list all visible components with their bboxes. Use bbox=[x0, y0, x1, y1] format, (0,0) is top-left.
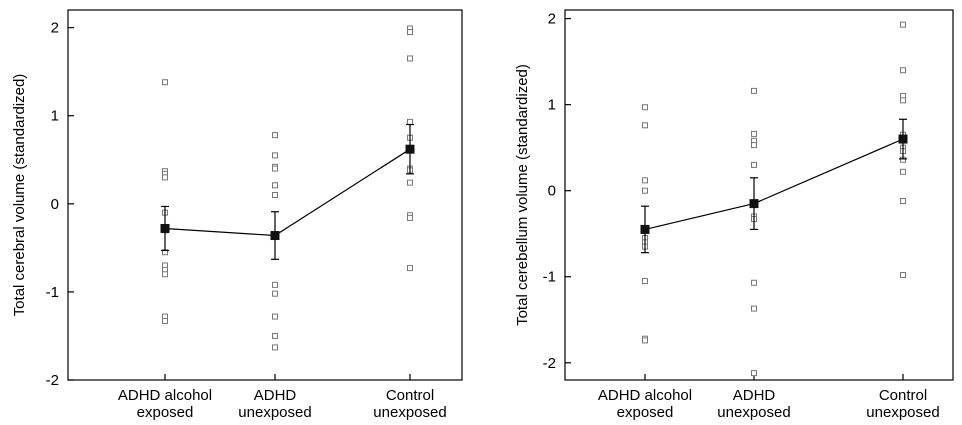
data-point bbox=[751, 87, 757, 94]
data-point bbox=[642, 187, 648, 194]
data-point bbox=[900, 67, 906, 74]
data-point bbox=[272, 152, 278, 159]
x-category-label: exposed bbox=[137, 404, 194, 421]
y-tick-label: -2 bbox=[46, 372, 59, 389]
x-category-label: ADHD alcohol bbox=[598, 387, 692, 404]
x-category-label: ADHD bbox=[254, 387, 297, 404]
plot-frame bbox=[564, 9, 954, 381]
y-tick-label: -2 bbox=[543, 355, 556, 372]
data-point bbox=[272, 132, 278, 139]
y-axis-title: Total cerebellum volume (standardized) bbox=[514, 64, 531, 326]
data-point bbox=[407, 118, 413, 125]
data-point bbox=[900, 168, 906, 175]
x-category-label: unexposed bbox=[238, 404, 311, 421]
mean-line bbox=[164, 148, 411, 237]
data-point bbox=[642, 337, 648, 344]
y-tick-label: 2 bbox=[548, 11, 556, 28]
data-point bbox=[162, 317, 168, 324]
x-category-label: Control bbox=[386, 387, 434, 404]
data-point bbox=[751, 370, 757, 377]
plot-frame bbox=[67, 9, 463, 381]
x-category-label: unexposed bbox=[373, 404, 446, 421]
data-point bbox=[642, 278, 648, 285]
x-category-label: ADHD alcohol bbox=[118, 387, 212, 404]
x-category-label: ADHD bbox=[733, 387, 776, 404]
mean-marker bbox=[898, 134, 908, 144]
y-axis-title: Total cerebral volume (standardized) bbox=[11, 74, 28, 317]
x-category-label: Control bbox=[879, 387, 927, 404]
data-point bbox=[272, 165, 278, 172]
y-tick-label: 0 bbox=[548, 183, 556, 200]
mean-marker bbox=[270, 231, 280, 241]
data-point bbox=[900, 272, 906, 279]
data-point bbox=[407, 179, 413, 186]
data-point bbox=[272, 192, 278, 198]
data-point bbox=[900, 21, 906, 28]
y-tick-label: 2 bbox=[51, 20, 59, 37]
data-point bbox=[407, 55, 413, 62]
mean-marker bbox=[405, 144, 415, 154]
data-point bbox=[642, 177, 648, 184]
data-point bbox=[272, 313, 278, 320]
mean-marker bbox=[749, 199, 759, 209]
x-category-label: unexposed bbox=[866, 404, 939, 421]
data-point bbox=[272, 344, 278, 351]
data-point bbox=[162, 271, 168, 278]
data-point bbox=[407, 214, 413, 221]
y-tick-label: 1 bbox=[548, 97, 556, 114]
data-point bbox=[751, 279, 757, 286]
y-tick-label: -1 bbox=[46, 284, 59, 301]
data-point bbox=[900, 198, 906, 205]
data-point bbox=[407, 29, 413, 36]
data-point bbox=[642, 104, 648, 111]
mean-line bbox=[644, 138, 904, 231]
data-point bbox=[751, 130, 757, 137]
y-tick-label: 0 bbox=[51, 196, 59, 213]
data-point bbox=[272, 281, 278, 288]
x-category-label: unexposed bbox=[717, 404, 790, 421]
data-point bbox=[642, 122, 648, 129]
data-point bbox=[751, 305, 757, 312]
data-point bbox=[900, 97, 906, 104]
x-category-label: exposed bbox=[617, 404, 674, 421]
mean-marker bbox=[160, 223, 170, 233]
mean-marker bbox=[640, 224, 650, 234]
data-point bbox=[162, 174, 168, 181]
y-tick-label: -1 bbox=[543, 269, 556, 286]
data-point bbox=[272, 332, 278, 339]
y-tick-label: 1 bbox=[51, 108, 59, 125]
data-point bbox=[751, 161, 757, 168]
data-point bbox=[407, 265, 413, 272]
data-point bbox=[272, 290, 278, 297]
data-point bbox=[272, 182, 278, 189]
data-point bbox=[751, 142, 757, 149]
data-point bbox=[162, 79, 168, 86]
